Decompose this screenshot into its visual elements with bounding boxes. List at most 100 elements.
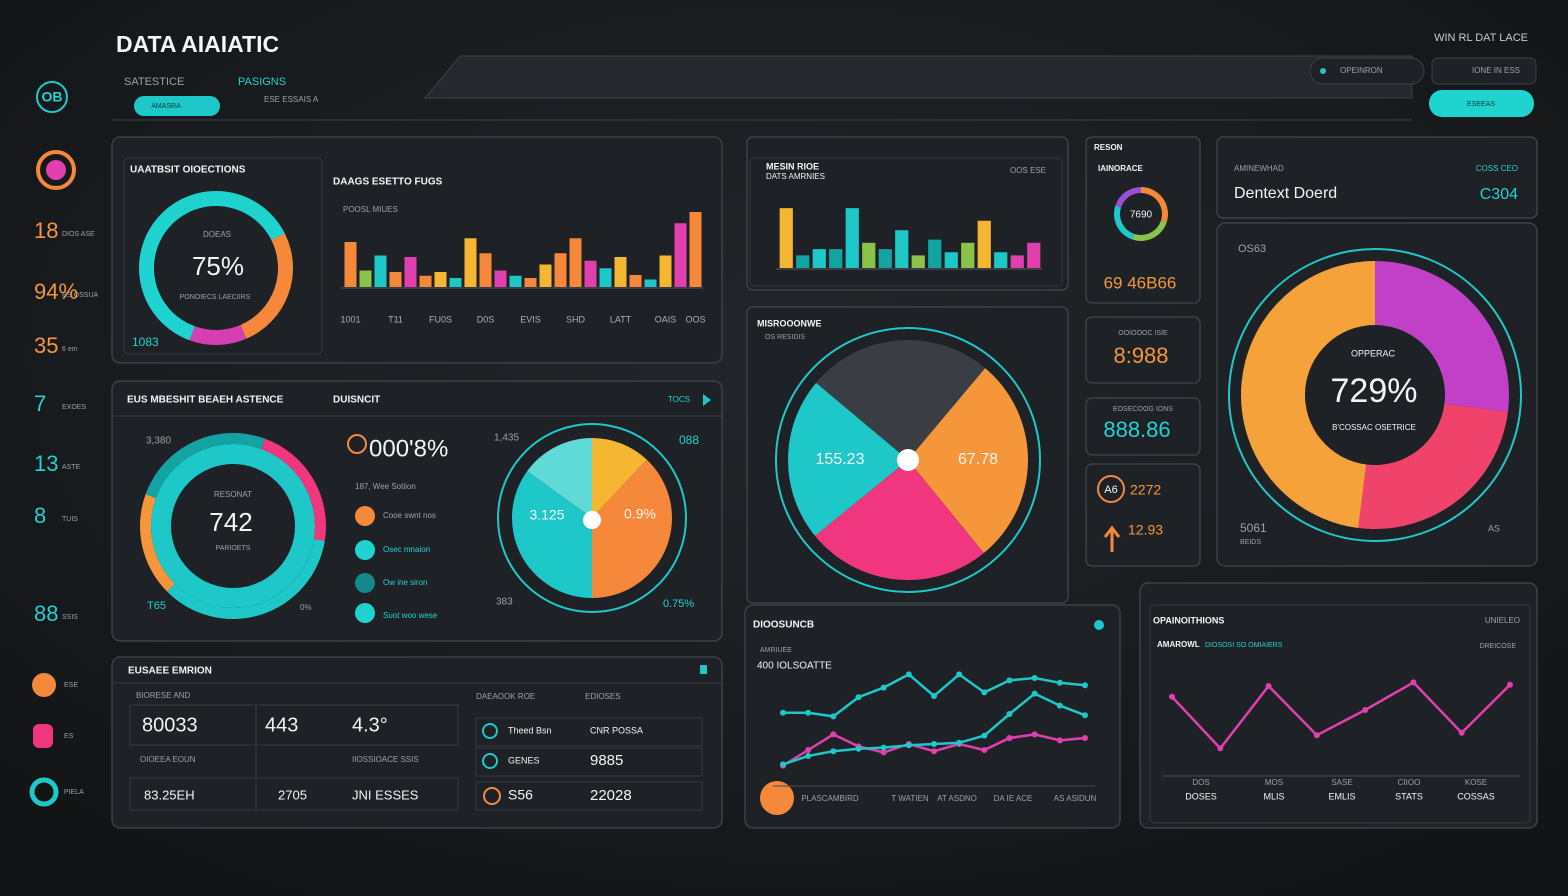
label: 888.86 (1103, 417, 1170, 442)
bar (449, 278, 462, 287)
sidebar-button[interactable] (33, 724, 53, 748)
label: CNR POSSA (590, 725, 643, 735)
label: COSS CEO (1476, 164, 1518, 173)
label: ESE ESSAIS A (264, 95, 319, 104)
label: PIELA (64, 789, 84, 796)
donut-segment (139, 494, 175, 592)
label: OPAINOITHIONS (1153, 615, 1224, 625)
table-cell (129, 777, 459, 811)
bar (829, 249, 843, 268)
label: PARIOETS (216, 545, 251, 552)
line-point (1056, 679, 1063, 686)
line-point (1169, 693, 1175, 700)
tab-button[interactable] (134, 96, 220, 116)
table-cell (475, 717, 703, 747)
label: 5061 (1240, 521, 1267, 535)
line-point (780, 761, 786, 768)
menu-box[interactable] (1431, 57, 1537, 85)
line-point (1082, 682, 1088, 689)
label: PASIGNS (238, 76, 286, 88)
pie-slice (788, 382, 908, 536)
label: AS ASIDUN (1054, 794, 1097, 803)
line-point (880, 749, 887, 756)
search-box[interactable] (1309, 57, 1425, 85)
label: 9885 (590, 752, 623, 769)
x-tick-label: T11 (388, 314, 403, 324)
row-icon (483, 787, 501, 805)
legend-icon (347, 434, 367, 454)
label: B'COSSAC OSETRICE (1332, 423, 1416, 432)
label: MLIS (1263, 791, 1284, 801)
label: OS63 (1238, 243, 1266, 255)
orange-badge (760, 781, 794, 815)
line-point (1056, 702, 1063, 709)
bar (895, 230, 909, 268)
label: MESIN RIOE (766, 161, 819, 171)
x-tick-label: LATT (610, 314, 632, 324)
bar (494, 270, 507, 287)
sidebar-button[interactable] (32, 673, 56, 697)
label: 67.78 (958, 451, 998, 468)
line-point (1410, 679, 1417, 686)
label: AMRIUEE (760, 647, 792, 654)
bar (644, 279, 657, 287)
texts: 1001 T11 FU0S D0S EVIS SHD LATT OAIS OOS DATA AIA… (34, 31, 1528, 804)
label: 2705 (278, 787, 307, 802)
pie-slice (527, 438, 592, 518)
play-icon[interactable] (703, 394, 711, 406)
donut-segment (1114, 205, 1135, 240)
line-point (830, 748, 837, 755)
donut-segment (1375, 261, 1509, 412)
bar (434, 272, 447, 287)
sidebar-icon[interactable] (36, 150, 76, 190)
line-point (830, 731, 837, 738)
pie-slice (592, 459, 673, 598)
bar (961, 242, 975, 268)
panel (1085, 136, 1201, 304)
line-point (1362, 707, 1369, 713)
label: MISROOONWE (757, 318, 822, 328)
label: DIOOSUNCB (753, 620, 814, 631)
line-point (1031, 675, 1038, 681)
table-cell (475, 781, 703, 811)
search-dot (1320, 68, 1326, 74)
line-point (855, 694, 862, 701)
label: 8:988 (1113, 343, 1168, 368)
bar (359, 270, 372, 287)
donut-frame (1228, 248, 1522, 542)
line-point (1006, 677, 1013, 684)
label: A6 (1104, 484, 1117, 496)
bar (689, 212, 702, 287)
line-point (1031, 690, 1038, 697)
line-series (1171, 680, 1511, 751)
panel-inner (123, 157, 323, 355)
sidebar-icon (46, 160, 66, 180)
pie-slice (816, 340, 986, 460)
label: POOSL MIUES (343, 205, 398, 214)
bar (796, 255, 810, 268)
sidebar-value: 94% (34, 279, 78, 304)
label: KOSE (1465, 778, 1487, 787)
line-point (805, 753, 812, 759)
label: 400 IOLSOATTE (757, 661, 832, 672)
label: Osec mnaion (383, 545, 430, 554)
logo-ring (36, 81, 68, 113)
label: DOSES (1185, 791, 1217, 801)
sidebar-label: 6 em (62, 346, 78, 353)
bar (539, 264, 552, 287)
action-button[interactable] (1429, 90, 1534, 117)
label: DOEAS (203, 230, 231, 239)
label: Theed Bsn (508, 725, 552, 735)
label: DOS (1192, 778, 1209, 787)
line-point (905, 742, 912, 749)
label: 0.9% (624, 506, 656, 522)
line-point (1265, 683, 1272, 689)
bar (614, 257, 627, 287)
x-tick-label: SHD (566, 314, 586, 324)
status-dot (1094, 620, 1104, 630)
label: BEIDS (1240, 539, 1261, 546)
line-point (805, 709, 812, 716)
panel (111, 136, 723, 364)
sidebar-button[interactable] (29, 777, 59, 807)
